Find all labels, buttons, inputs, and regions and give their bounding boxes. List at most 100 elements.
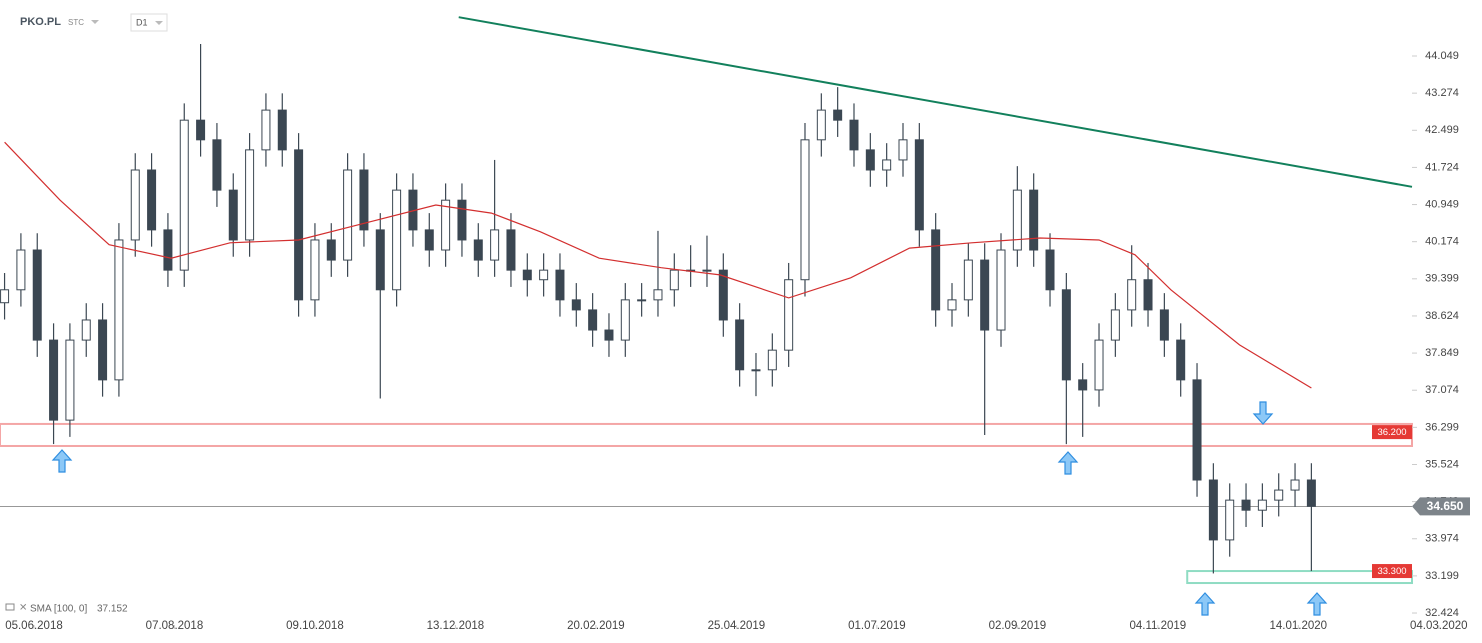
x-tick-label: 04.11.2019	[1129, 620, 1186, 632]
candle-body	[65, 339, 75, 421]
x-tick-label: 09.10.2018	[286, 620, 344, 632]
down-arrow	[1252, 401, 1274, 425]
x-tick-label: 20.02.2019	[567, 620, 625, 632]
x-tick-label: 07.08.2018	[146, 620, 204, 632]
market[interactable]: STC	[68, 18, 84, 27]
candle-body	[898, 139, 908, 161]
candle-body	[0, 289, 10, 304]
candle-body	[604, 329, 614, 341]
y-tick-label: 37.849	[1425, 347, 1459, 359]
level-label: 36.200	[1377, 427, 1406, 438]
x-tick-label: 14.01.2020	[1270, 620, 1328, 632]
candle-body	[130, 169, 140, 241]
candle-body	[294, 149, 304, 301]
indicator-label: SMA [100, 0]	[30, 604, 87, 615]
y-tick-label: 38.624	[1425, 310, 1459, 322]
y-tick-label: 36.299	[1425, 421, 1459, 433]
candle-body	[767, 349, 777, 371]
candle-body	[735, 319, 745, 371]
candle-body	[751, 369, 761, 372]
symbol[interactable]: PKO.PL	[20, 16, 61, 28]
x-tick-label: 04.03.2020	[1410, 620, 1468, 632]
candle-body	[212, 139, 222, 191]
candle-body	[702, 269, 712, 272]
interval-box[interactable]	[130, 13, 168, 32]
interval[interactable]: D1	[136, 17, 148, 27]
candle-body	[963, 259, 973, 301]
candle-body	[1208, 479, 1218, 541]
y-tick-label: 44.049	[1425, 50, 1459, 62]
candle-body	[1029, 189, 1039, 251]
candle-body	[147, 169, 157, 231]
candle-body	[947, 299, 957, 311]
y-tick-label: 40.949	[1425, 198, 1459, 210]
candle-body	[931, 229, 941, 311]
candle-body	[1225, 499, 1235, 541]
candle-body	[1241, 499, 1251, 511]
candle-body	[1159, 309, 1169, 341]
candle-body	[163, 229, 173, 271]
x-tick-label: 01.07.2019	[848, 620, 906, 632]
y-tick-label: 32.424	[1425, 607, 1459, 619]
candle-body	[1306, 479, 1316, 507]
y-tick-label: 43.274	[1425, 87, 1459, 99]
dropdown-icon[interactable]	[155, 21, 163, 25]
candle-body	[114, 239, 124, 381]
dropdown-icon[interactable]	[91, 20, 99, 24]
candle-body	[326, 239, 336, 261]
level-label: 33.300	[1377, 566, 1406, 577]
candle-body	[1094, 339, 1104, 391]
candle-body	[620, 299, 630, 341]
candle-body	[506, 229, 516, 271]
y-tick-label: 35.524	[1425, 458, 1459, 470]
candle-body	[1257, 499, 1267, 511]
x-tick-label: 05.06.2018	[5, 620, 63, 632]
candle-body	[310, 239, 320, 301]
candle-body	[441, 199, 451, 251]
y-tick-label: 39.399	[1425, 273, 1459, 285]
candle-body	[392, 189, 402, 291]
candle-body	[833, 109, 843, 121]
candle-body	[473, 239, 483, 261]
candle-body	[522, 269, 532, 281]
arrows	[51, 401, 1328, 616]
candle-body	[784, 279, 794, 351]
candle-body	[1176, 339, 1186, 381]
x-tick-label: 02.09.2019	[989, 620, 1047, 632]
candle-body	[16, 249, 26, 291]
candle-body	[359, 169, 369, 231]
candle-body	[245, 149, 255, 241]
y-tick-label: 42.499	[1425, 124, 1459, 136]
candle-body	[800, 139, 810, 281]
y-tick-label: 37.074	[1425, 384, 1459, 396]
candle-body	[196, 119, 206, 141]
candle-body	[1143, 279, 1153, 311]
y-tick-label: 33.974	[1425, 533, 1459, 545]
indicator-value: 37.152	[97, 604, 128, 615]
candle-body	[555, 269, 565, 301]
candle-body	[32, 249, 42, 341]
plot-area	[0, 16, 1413, 585]
candle-body	[637, 299, 647, 302]
candle-body	[343, 169, 353, 261]
last-price-badge	[1412, 497, 1470, 516]
candle-body	[1045, 249, 1055, 291]
candle-body	[179, 119, 189, 271]
candle-body	[1192, 379, 1202, 481]
candle-body	[81, 319, 91, 341]
level-badge	[1372, 564, 1412, 579]
sma-line	[4, 141, 1312, 389]
candle-body	[49, 339, 59, 421]
candle-body	[261, 109, 271, 151]
candle-body	[424, 229, 434, 251]
candle-body	[228, 189, 238, 241]
candle-body	[1290, 479, 1300, 491]
candle-body	[718, 269, 728, 321]
up-arrow	[51, 449, 73, 473]
candle-body	[882, 159, 892, 171]
indicator-remove[interactable]: ✕	[19, 603, 27, 614]
indicator-icon[interactable]	[5, 603, 15, 611]
candle-body	[98, 319, 108, 381]
